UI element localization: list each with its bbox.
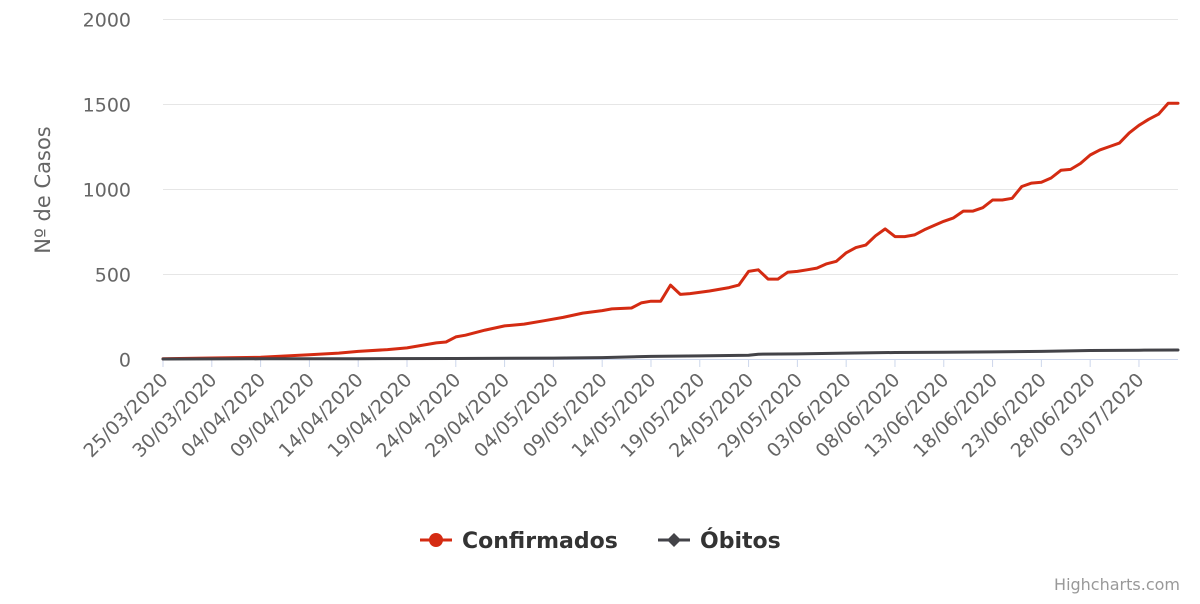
legend-circle-marker-icon <box>429 533 443 547</box>
legend-label: Óbitos <box>700 528 781 554</box>
legend-label: Confirmados <box>462 529 618 554</box>
y-tick-label: 0 <box>119 350 131 372</box>
legend-diamond-marker-icon <box>667 533 681 547</box>
y-tick-label: 500 <box>95 265 131 287</box>
y-tick-label: 2000 <box>83 10 131 32</box>
legend-item-obitos[interactable]: Óbitos <box>658 528 781 554</box>
series-lines <box>161 101 1180 361</box>
series-line-obitos <box>161 348 1180 361</box>
y-axis-ticks: 0 500 1000 1500 2000 <box>83 10 131 372</box>
y-tick-label: 1500 <box>83 95 131 117</box>
x-axis-ticks: 25/03/202030/03/202004/04/202009/04/2020… <box>80 359 1148 462</box>
series-line-confirmados <box>161 101 1180 361</box>
y-tick-label: 1000 <box>83 180 131 202</box>
credits-link[interactable]: Highcharts.com <box>1054 575 1180 594</box>
y-axis-title: Nº de Casos <box>31 126 55 253</box>
grid-lines <box>163 19 1178 360</box>
legend-item-confirmados[interactable]: Confirmados <box>420 529 618 554</box>
legend[interactable]: Confirmados Óbitos <box>420 528 781 554</box>
